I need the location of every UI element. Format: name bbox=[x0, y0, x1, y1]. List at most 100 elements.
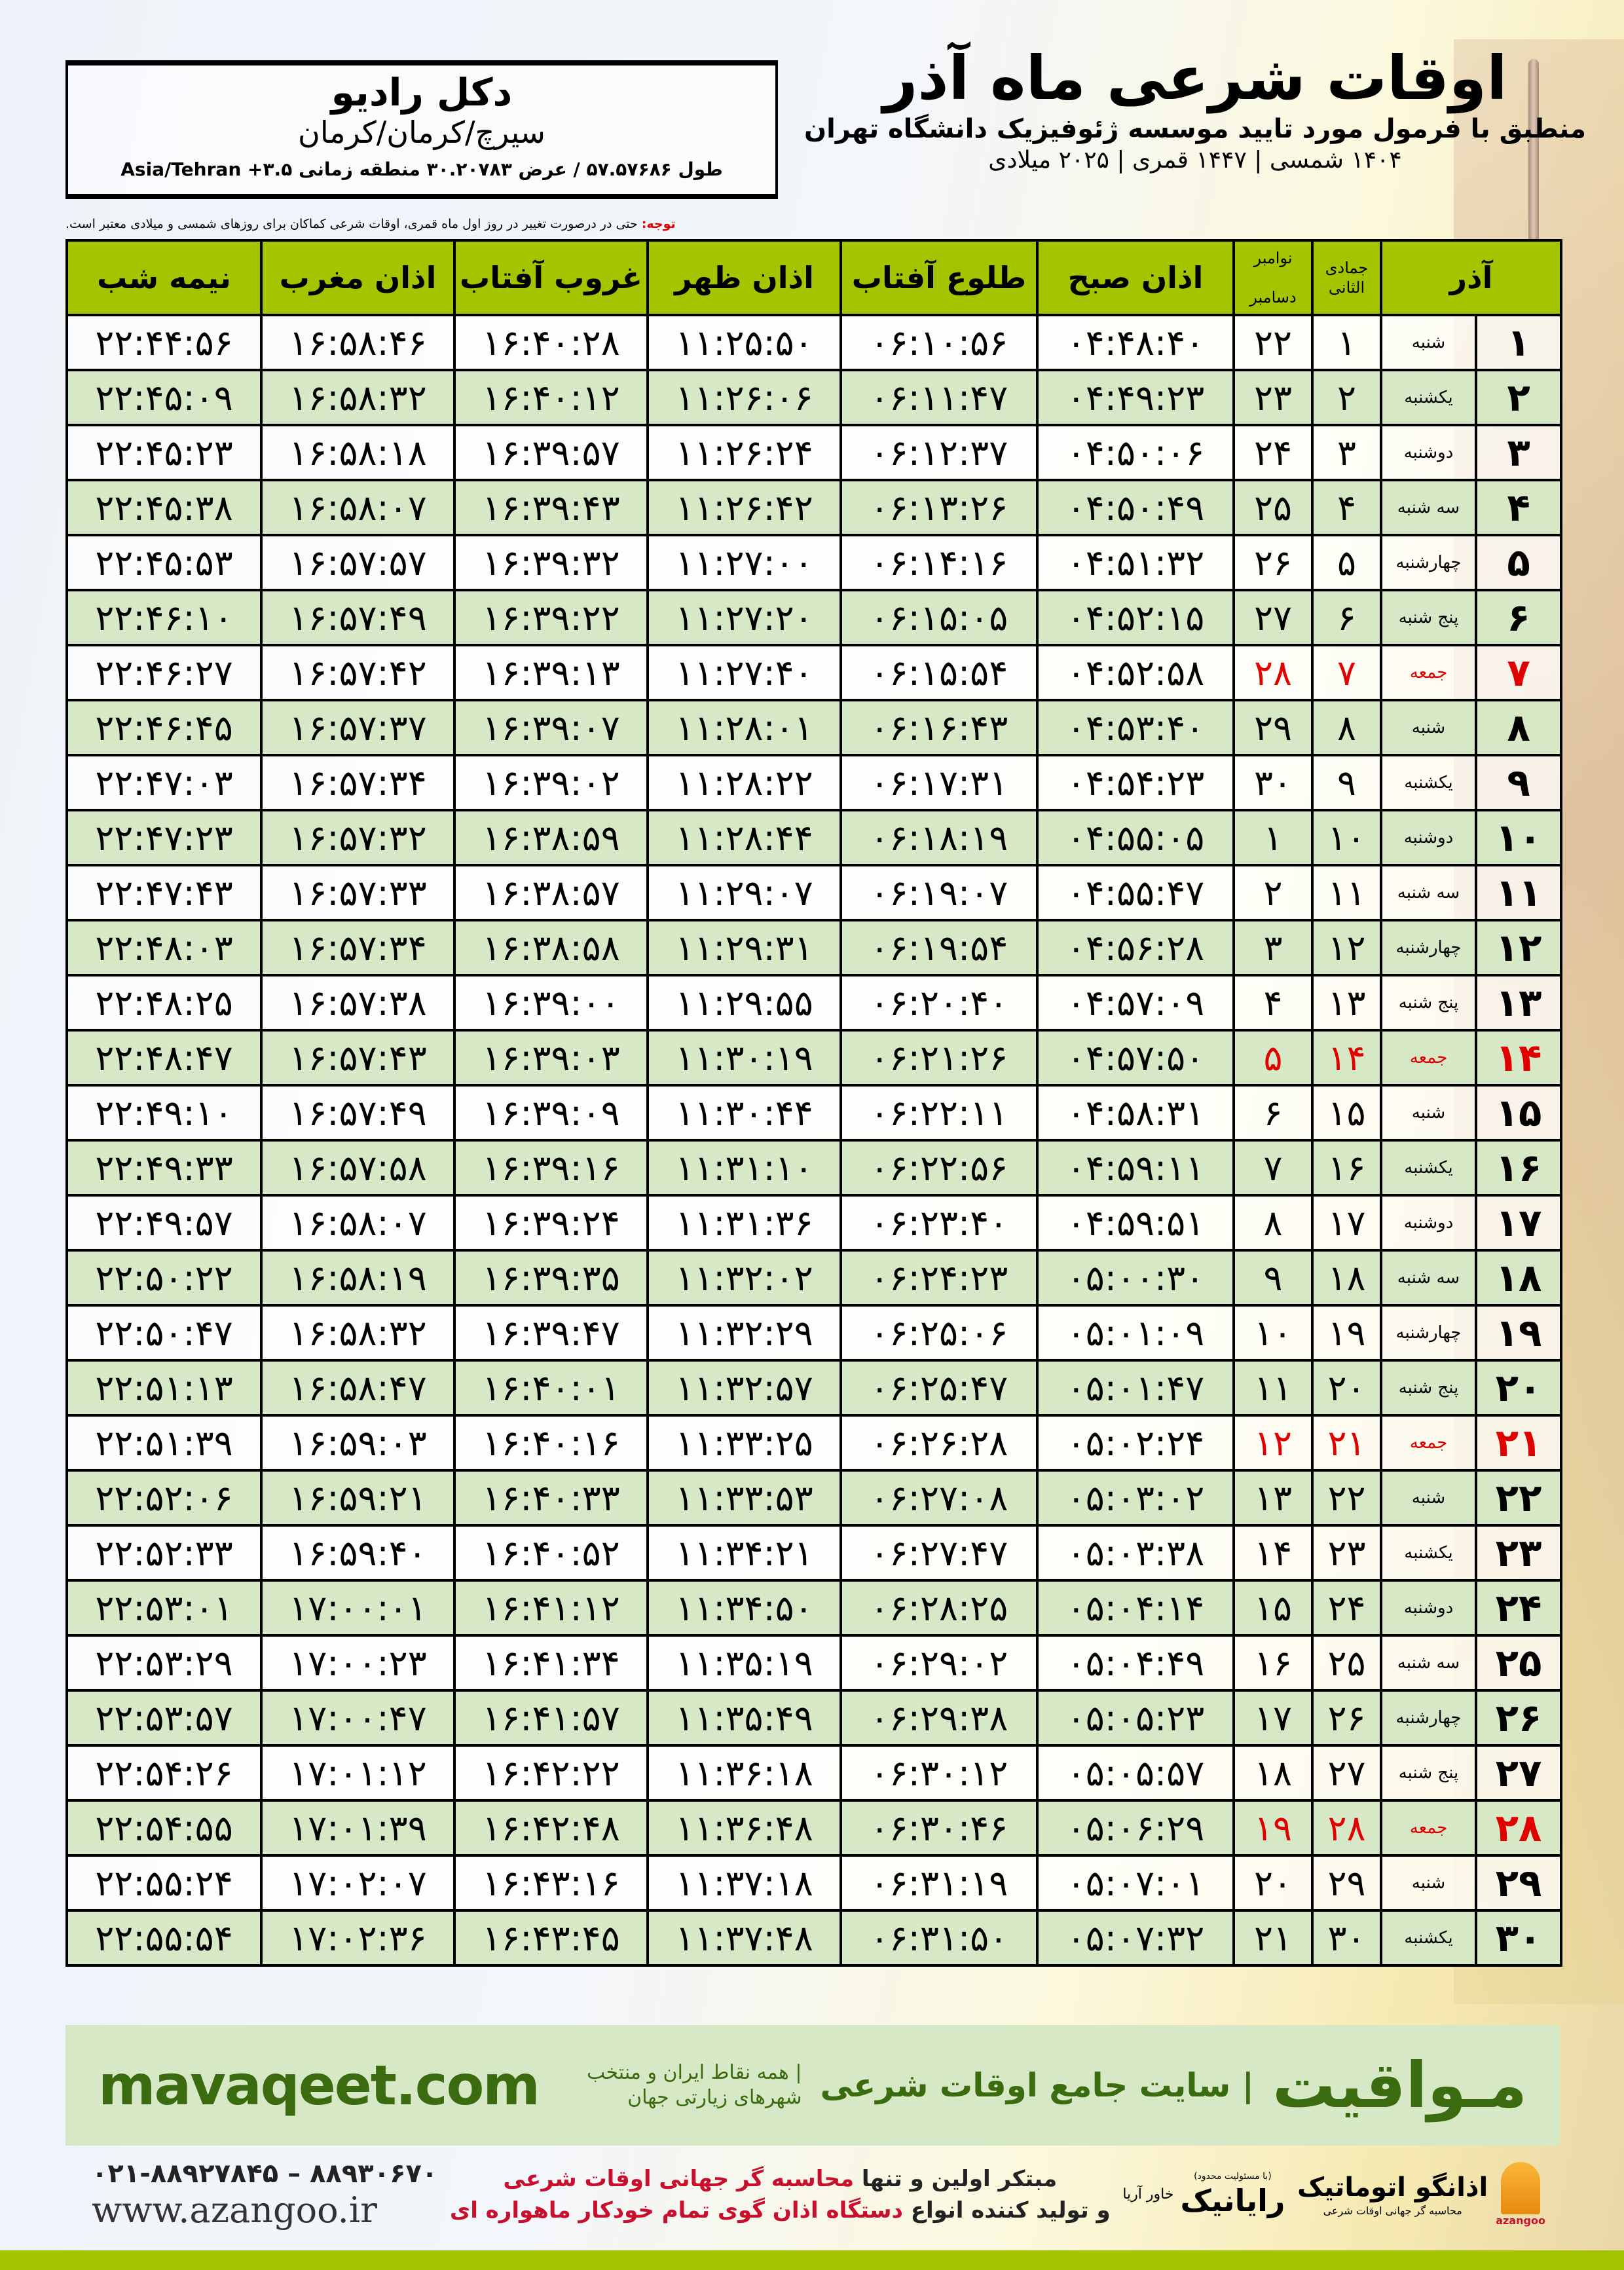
table-row: ۱۹ چهارشنبه ۱۹ ۱۰ ۰۵:۰۱:۰۹ ۰۶:۲۵:۰۶ ۱۱:۳۲:۲۹ ۱۶… bbox=[65, 1304, 1563, 1362]
cell-tolu: ۰۶:۳۰:۴۶ bbox=[840, 1799, 1039, 1857]
cell-nime: ۲۲:۴۴:۵۶ bbox=[65, 314, 263, 371]
cell-greg: ۱۴ bbox=[1232, 1524, 1314, 1582]
cell-ghorub: ۱۶:۳۹:۳۵ bbox=[453, 1249, 649, 1307]
cell-day: ۱۹ bbox=[1475, 1304, 1563, 1362]
col-greg-bottom: دسامبر bbox=[1249, 288, 1297, 307]
cell-hij: ۱۰ bbox=[1311, 809, 1382, 866]
table-row: ۶ پنج شنبه ۶ ۲۷ ۰۴:۵۲:۱۵ ۰۶:۱۵:۰۵ ۱۱:۲۷:۲۰ ۱۶:۳… bbox=[65, 589, 1563, 646]
ad-text: مبتکر اولین و تنها محاسبه گر جهانی اوقات… bbox=[450, 2163, 1111, 2226]
banner-site[interactable]: mavaqeet.com bbox=[98, 2053, 540, 2117]
cell-greg: ۱۹ bbox=[1232, 1799, 1314, 1857]
cell-sobh: ۰۴:۵۵:۰۵ bbox=[1036, 809, 1235, 866]
cell-hij: ۸ bbox=[1311, 699, 1382, 756]
cell-nime: ۲۲:۴۵:۵۳ bbox=[65, 534, 263, 591]
cell-zohr: ۱۱:۲۷:۰۰ bbox=[646, 534, 842, 591]
cell-hij: ۱۲ bbox=[1311, 919, 1382, 977]
cell-greg: ۳ bbox=[1232, 919, 1314, 977]
cell-maghrib: ۱۶:۵۹:۰۳ bbox=[260, 1414, 456, 1472]
cell-hij: ۲۰ bbox=[1311, 1359, 1382, 1417]
cell-hij: ۱۸ bbox=[1311, 1249, 1382, 1307]
cell-nime: ۲۲:۴۷:۲۳ bbox=[65, 809, 263, 866]
cell-zohr: ۱۱:۲۹:۵۵ bbox=[646, 974, 842, 1032]
cell-greg: ۲ bbox=[1232, 864, 1314, 921]
cell-maghrib: ۱۶:۵۷:۳۸ bbox=[260, 974, 456, 1032]
cell-sobh: ۰۵:۰۱:۴۷ bbox=[1036, 1359, 1235, 1417]
logo1-name: رایانیک bbox=[1180, 2183, 1285, 2218]
cell-day: ۱ bbox=[1475, 314, 1563, 371]
col-hijri: جمادی الثانی bbox=[1311, 239, 1382, 316]
cell-greg: ۲۴ bbox=[1232, 424, 1314, 481]
cell-wd: چهارشنبه bbox=[1379, 534, 1478, 591]
website-link[interactable]: www.azangoo.ir bbox=[92, 2189, 377, 2231]
cell-ghorub: ۱۶:۳۹:۱۳ bbox=[453, 644, 649, 701]
cell-hij: ۲۹ bbox=[1311, 1854, 1382, 1912]
cell-greg: ۲۵ bbox=[1232, 479, 1314, 536]
cell-wd: پنج شنبه bbox=[1379, 589, 1478, 646]
cell-maghrib: ۱۶:۵۹:۴۰ bbox=[260, 1524, 456, 1582]
cell-ghorub: ۱۶:۴۳:۴۵ bbox=[453, 1909, 649, 1967]
cell-nime: ۲۲:۵۱:۱۳ bbox=[65, 1359, 263, 1417]
logo2-tag: محاسبه گر جهانی اوقات شرعی bbox=[1323, 2205, 1462, 2217]
col-azar: آذر bbox=[1379, 239, 1563, 316]
minaret-decoration bbox=[1528, 59, 1539, 255]
cell-hij: ۴ bbox=[1311, 479, 1382, 536]
logo2-name: اذانگو اتوماتیک bbox=[1297, 2172, 1488, 2203]
cell-greg: ۱ bbox=[1232, 809, 1314, 866]
cell-greg: ۵ bbox=[1232, 1029, 1314, 1087]
cell-sobh: ۰۵:۰۶:۲۹ bbox=[1036, 1799, 1235, 1857]
cell-tolu: ۰۶:۱۱:۴۷ bbox=[840, 369, 1039, 426]
cell-ghorub: ۱۶:۳۹:۵۷ bbox=[453, 424, 649, 481]
cell-greg: ۲۱ bbox=[1232, 1909, 1314, 1967]
table-row: ۲۲ شنبه ۲۲ ۱۳ ۰۵:۰۳:۰۲ ۰۶:۲۷:۰۸ ۱۱:۳۳:۵۳ ۱۶:۴۰:… bbox=[65, 1469, 1563, 1527]
cell-tolu: ۰۶:۱۵:۰۵ bbox=[840, 589, 1039, 646]
cell-nime: ۲۲:۵۰:۲۲ bbox=[65, 1249, 263, 1307]
table-row: ۴ سه شنبه ۴ ۲۵ ۰۴:۵۰:۴۹ ۰۶:۱۳:۲۶ ۱۱:۲۶:۴۲ ۱۶:۳۹… bbox=[65, 479, 1563, 536]
cell-maghrib: ۱۶:۵۷:۴۹ bbox=[260, 589, 456, 646]
cell-day: ۲۳ bbox=[1475, 1524, 1563, 1582]
cell-ghorub: ۱۶:۳۹:۴۳ bbox=[453, 479, 649, 536]
table-row: ۱۱ سه شنبه ۱۱ ۲ ۰۴:۵۵:۴۷ ۰۶:۱۹:۰۷ ۱۱:۲۹:۰۷ ۱۶:۳… bbox=[65, 864, 1563, 921]
cell-zohr: ۱۱:۲۷:۴۰ bbox=[646, 644, 842, 701]
cell-hij: ۲۸ bbox=[1311, 1799, 1382, 1857]
cell-day: ۳ bbox=[1475, 424, 1563, 481]
cell-maghrib: ۱۶:۵۷:۳۴ bbox=[260, 754, 456, 811]
cell-nime: ۲۲:۵۵:۲۴ bbox=[65, 1854, 263, 1912]
cell-ghorub: ۱۶:۴۲:۴۸ bbox=[453, 1799, 649, 1857]
cell-day: ۲۴ bbox=[1475, 1579, 1563, 1637]
cell-sobh: ۰۴:۴۸:۴۰ bbox=[1036, 314, 1235, 371]
cell-sobh: ۰۴:۵۹:۱۱ bbox=[1036, 1139, 1235, 1197]
cell-greg: ۲۰ bbox=[1232, 1854, 1314, 1912]
cell-hij: ۲۶ bbox=[1311, 1689, 1382, 1747]
cell-hij: ۷ bbox=[1311, 644, 1382, 701]
cell-zohr: ۱۱:۳۱:۱۰ bbox=[646, 1139, 842, 1197]
cell-zohr: ۱۱:۲۹:۳۱ bbox=[646, 919, 842, 977]
cell-nime: ۲۲:۵۲:۳۳ bbox=[65, 1524, 263, 1582]
cell-tolu: ۰۶:۱۹:۰۷ bbox=[840, 864, 1039, 921]
cell-greg: ۲۸ bbox=[1232, 644, 1314, 701]
cell-maghrib: ۱۶:۵۷:۵۷ bbox=[260, 534, 456, 591]
cell-wd: شنبه bbox=[1379, 1469, 1478, 1527]
cell-maghrib: ۱۶:۵۷:۳۳ bbox=[260, 864, 456, 921]
cell-sobh: ۰۴:۵۸:۳۱ bbox=[1036, 1084, 1235, 1142]
cell-tolu: ۰۶:۱۶:۴۳ bbox=[840, 699, 1039, 756]
cell-day: ۹ bbox=[1475, 754, 1563, 811]
table-row: ۸ شنبه ۸ ۲۹ ۰۴:۵۳:۴۰ ۰۶:۱۶:۴۳ ۱۱:۲۸:۰۱ ۱۶:۳۹:۰۷… bbox=[65, 699, 1563, 756]
cell-sobh: ۰۴:۵۲:۱۵ bbox=[1036, 589, 1235, 646]
cell-ghorub: ۱۶:۳۹:۰۹ bbox=[453, 1084, 649, 1142]
cell-sobh: ۰۴:۵۹:۵۱ bbox=[1036, 1194, 1235, 1252]
cell-hij: ۲۵ bbox=[1311, 1634, 1382, 1692]
cell-maghrib: ۱۷:۰۰:۴۷ bbox=[260, 1689, 456, 1747]
cell-day: ۷ bbox=[1475, 644, 1563, 701]
cell-zohr: ۱۱:۲۷:۲۰ bbox=[646, 589, 842, 646]
cell-tolu: ۰۶:۱۳:۲۶ bbox=[840, 479, 1039, 536]
table-row: ۷ جمعه ۷ ۲۸ ۰۴:۵۲:۵۸ ۰۶:۱۵:۵۴ ۱۱:۲۷:۴۰ ۱۶:۳۹:۱۳… bbox=[65, 644, 1563, 701]
table-row: ۱۵ شنبه ۱۵ ۶ ۰۴:۵۸:۳۱ ۰۶:۲۲:۱۱ ۱۱:۳۰:۴۴ ۱۶:۳۹:۰… bbox=[65, 1084, 1563, 1142]
cell-day: ۲۱ bbox=[1475, 1414, 1563, 1472]
col-ghorub: غروب آفتاب bbox=[453, 239, 649, 316]
location-box: دکل رادیو سیرچ/کرمان/کرمان طول ۵۷.۵۷۶۸۶ … bbox=[65, 60, 778, 199]
cell-nime: ۲۲:۵۴:۲۶ bbox=[65, 1744, 263, 1802]
cell-maghrib: ۱۷:۰۱:۱۲ bbox=[260, 1744, 456, 1802]
cell-wd: جمعه bbox=[1379, 644, 1478, 701]
cell-sobh: ۰۵:۰۳:۰۲ bbox=[1036, 1469, 1235, 1527]
cell-hij: ۲۷ bbox=[1311, 1744, 1382, 1802]
